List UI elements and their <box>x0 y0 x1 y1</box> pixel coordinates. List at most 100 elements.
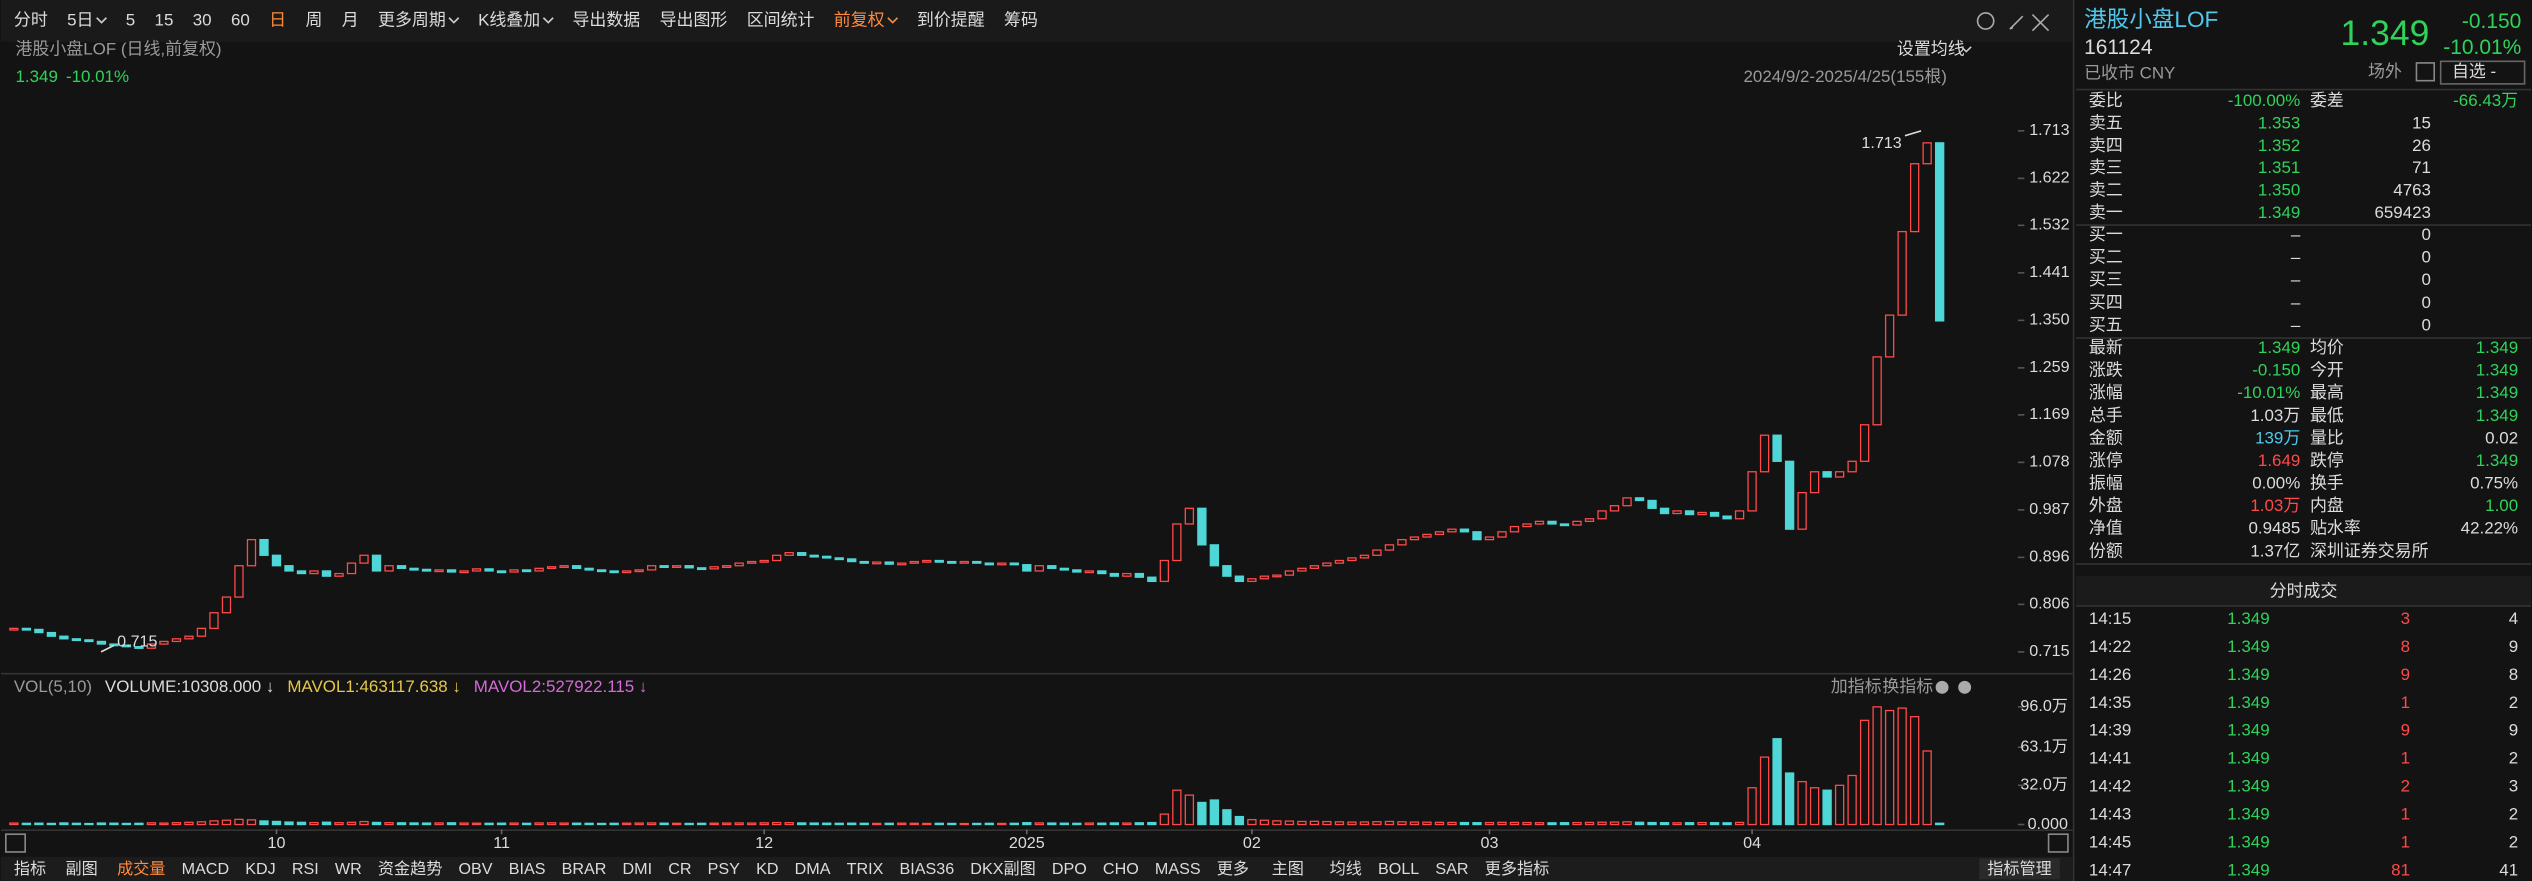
candle <box>46 631 57 637</box>
volume-bar <box>1359 821 1370 826</box>
volume-bar <box>884 822 894 826</box>
indicator-tab[interactable]: 副图 <box>65 860 97 878</box>
volume-bar <box>1934 822 1945 826</box>
watchlist[interactable]: 自选 - <box>2452 62 2496 81</box>
candle <box>371 554 382 572</box>
toolbar-item[interactable]: 60 <box>231 10 250 29</box>
candle <box>1709 511 1720 517</box>
volume-bar <box>1372 821 1382 826</box>
quote-cell: 买一 <box>2089 225 2123 244</box>
indicator-manage[interactable]: 指标管理 <box>1987 860 2051 878</box>
indicator-tab[interactable]: PSY <box>708 860 741 878</box>
candle <box>1909 163 1920 233</box>
alert-icon[interactable] <box>2415 62 2436 82</box>
candle <box>847 558 857 563</box>
toolbar-item[interactable]: 5 <box>126 10 135 29</box>
candle <box>684 565 694 569</box>
settings-icon[interactable] <box>1935 680 1949 694</box>
watchlist-box[interactable] <box>2439 60 2526 85</box>
indicator-tab[interactable]: 指标 <box>14 860 46 878</box>
candle <box>1222 565 1232 577</box>
main-indicator-tab[interactable]: 主图 <box>1272 860 1304 878</box>
indicator-tab[interactable]: MASS <box>1155 860 1201 878</box>
toolbar-item[interactable]: 分时 <box>14 10 48 29</box>
scroll-right[interactable] <box>2047 833 2069 853</box>
volume-bar <box>1559 822 1570 826</box>
volume-bar <box>421 822 432 826</box>
main-indicator-tab[interactable]: BOLL <box>1378 860 1419 878</box>
quote-cell: – <box>2291 248 2301 267</box>
toolbar-item[interactable]: 导出数据 <box>572 10 640 29</box>
indicator-tab[interactable]: BIAS <box>509 860 546 878</box>
close-icon[interactable] <box>1958 680 1972 694</box>
quote-cell: 1.03万 <box>2250 406 2300 425</box>
icon[interactable] <box>2031 13 2050 32</box>
market-status: 已收市 CNY <box>2084 64 2175 83</box>
indicator-tab[interactable]: KD <box>756 860 778 878</box>
quote-cell: 1.349 <box>2227 777 2269 796</box>
indicator-tab[interactable]: RSI <box>292 860 319 878</box>
toolbar-item[interactable]: K线叠加 <box>478 10 540 29</box>
toolbar-item[interactable]: 导出图形 <box>660 10 728 29</box>
indicator-tab[interactable]: DMA <box>795 860 831 878</box>
switch-indicator[interactable]: 换指标 <box>1882 677 1933 696</box>
quote-cell: 1.03万 <box>2250 496 2300 515</box>
indicator-tab[interactable]: CR <box>668 860 691 878</box>
indicator-tab[interactable]: 资金趋势 <box>378 860 443 878</box>
volume-bar <box>434 822 444 826</box>
volume-bar <box>346 821 357 826</box>
quote-cell: 换手 <box>2310 474 2344 493</box>
volume-bar <box>1034 822 1044 826</box>
quote-cell: 1.349 <box>2258 338 2300 357</box>
candle <box>1034 565 1044 572</box>
quote-cell: 2 <box>2509 693 2518 712</box>
toolbar-item[interactable]: 筹码 <box>1004 10 1038 29</box>
volume-bar <box>409 822 419 826</box>
toolbar-item[interactable]: 日 <box>269 10 286 29</box>
indicator-tab[interactable]: TRIX <box>847 860 884 878</box>
ma-settings[interactable]: 设置均线 <box>1897 39 1965 58</box>
volume-bar <box>1059 822 1069 826</box>
indicator-tab[interactable]: 成交量 <box>117 860 165 878</box>
toolbar-item[interactable]: 周 <box>305 10 322 29</box>
candle <box>1284 570 1295 576</box>
indicator-tab[interactable]: KDJ <box>245 860 275 878</box>
toolbar-item[interactable]: 到价提醒 <box>917 10 985 29</box>
quote-cell: 卖四 <box>2089 136 2123 155</box>
quote-cell: 2 <box>2509 749 2518 768</box>
toolbar-item[interactable]: 前复权 <box>834 10 885 29</box>
indicator-tab[interactable]: CHO <box>1103 860 1139 878</box>
indicator-tab[interactable]: MACD <box>182 860 229 878</box>
indicator-tab[interactable]: DPO <box>1052 860 1087 878</box>
quote-cell: 1.349 <box>2227 721 2269 740</box>
candle <box>1672 510 1682 515</box>
volume-bar <box>1197 801 1207 826</box>
icon[interactable] <box>2009 15 2024 30</box>
indicator-tab[interactable]: WR <box>335 860 362 878</box>
main-indicator-tab[interactable]: SAR <box>1435 860 1468 878</box>
indicator-tab[interactable]: OBV <box>459 860 493 878</box>
indicator-tab[interactable]: 更多 <box>1217 860 1249 878</box>
candle <box>171 638 182 643</box>
toolbar-item[interactable]: 区间统计 <box>747 10 815 29</box>
volume-bar <box>246 819 257 826</box>
indicator-tab[interactable]: BIAS36 <box>899 860 954 878</box>
indicator-tab[interactable]: DKX副图 <box>970 860 1035 878</box>
volume-bar <box>659 822 669 826</box>
quote-cell: 1.349 <box>2227 804 2269 823</box>
toolbar-item[interactable]: 更多周期 <box>378 10 446 29</box>
toolbar-item[interactable]: 15 <box>155 10 174 29</box>
main-indicator-tab[interactable]: 均线 <box>1330 860 1362 878</box>
toolbar-item[interactable]: 月 <box>342 10 359 29</box>
indicator-tab[interactable]: DMI <box>623 860 653 878</box>
candle <box>334 572 344 577</box>
volume-bar <box>872 822 882 826</box>
main-indicator-tab[interactable]: 更多指标 <box>1485 860 1550 878</box>
volume-bar <box>259 820 269 826</box>
scroll-left[interactable] <box>5 833 26 853</box>
toolbar-item[interactable]: 30 <box>193 10 212 29</box>
toolbar-item[interactable]: 5日 <box>67 10 93 29</box>
indicator-tab[interactable]: BRAR <box>562 860 607 878</box>
add-indicator[interactable]: 加指标 <box>1831 677 1882 696</box>
icon[interactable] <box>1976 12 1995 30</box>
